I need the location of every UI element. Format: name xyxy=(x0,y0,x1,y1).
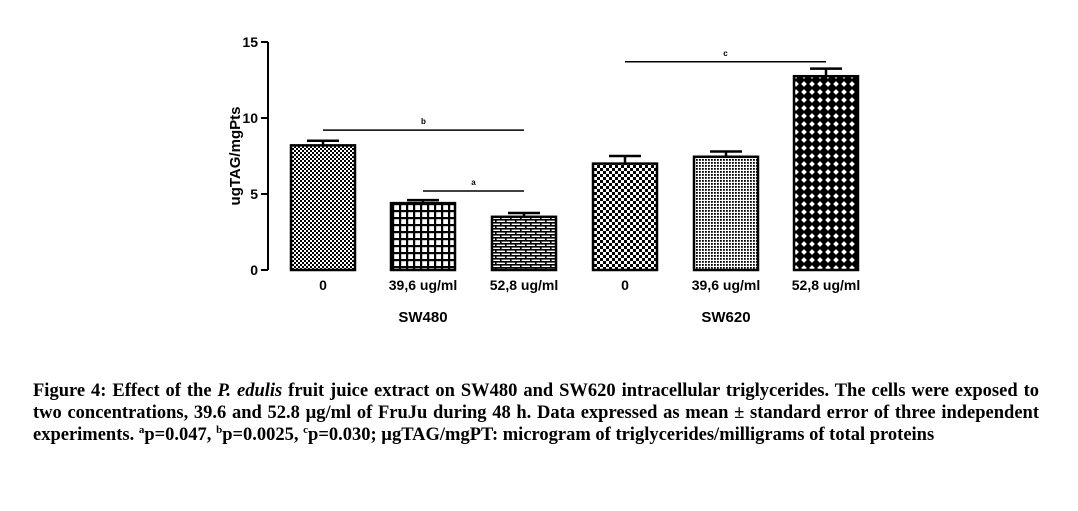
caption-species: P. edulis xyxy=(217,381,283,401)
bar-sw480-0 xyxy=(289,144,357,272)
bars xyxy=(289,74,860,272)
group-label-sw620: SW620 xyxy=(701,309,750,326)
caption-p-c: p=0.030; µgTAG/mgPT: microgram of trigly… xyxy=(308,425,935,445)
bar-sw480-2 xyxy=(490,215,558,272)
bar-sw620-2 xyxy=(792,74,860,272)
group-label-sw480: SW480 xyxy=(398,309,447,326)
x-tick-label: 39,6 ug/ml xyxy=(389,277,457,293)
figure-caption: Figure 4: Effect of the P. edulis fruit … xyxy=(33,380,1039,446)
caption-p-a: p=0.047, xyxy=(144,425,217,445)
bar-sw480-1 xyxy=(389,201,457,272)
caption-sup-c: c xyxy=(303,423,309,436)
x-tick-label: 0 xyxy=(621,277,629,293)
caption-p-b: p=0.0025, xyxy=(222,425,304,445)
y-tick-label: 10 xyxy=(242,110,258,126)
significance-brackets: b a c xyxy=(323,49,826,192)
bar-sw620-1 xyxy=(692,155,760,272)
y-axis-ticks: 0 5 10 15 xyxy=(242,34,268,278)
x-tick-label: 39,6 ug/ml xyxy=(692,277,760,293)
error-bars xyxy=(307,67,842,217)
x-tick-label: 0 xyxy=(319,277,327,293)
caption-figure-label: Figure 4: xyxy=(33,381,107,401)
bar-chart: 0 5 10 15 ugTAG/mgPts b a c 0 39,6 ug/ml 52,8 u… xyxy=(227,34,860,326)
caption-text-2: fruit juice extract on SW480 and SW620 i… xyxy=(33,381,1039,445)
x-tick-label: 52,8 ug/ml xyxy=(490,277,558,293)
caption-sup-a: a xyxy=(138,423,145,436)
x-axis-labels: 0 39,6 ug/ml 52,8 ug/ml SW480 0 39,6 ug/ml 52,… xyxy=(319,277,860,326)
significance-label-a: a xyxy=(471,178,476,187)
y-axis-label: ugTAG/mgPts xyxy=(227,107,244,206)
x-tick-label: 52,8 ug/ml xyxy=(792,277,860,293)
significance-label-c: c xyxy=(723,49,728,58)
y-tick-label: 5 xyxy=(250,186,258,202)
caption-sup-b: b xyxy=(216,423,223,436)
y-tick-label: 15 xyxy=(242,34,258,50)
y-tick-label: 0 xyxy=(250,262,258,278)
caption-text-1: Effect of the xyxy=(106,381,218,401)
significance-label-b: b xyxy=(421,117,426,126)
bar-sw620-0 xyxy=(591,162,659,272)
